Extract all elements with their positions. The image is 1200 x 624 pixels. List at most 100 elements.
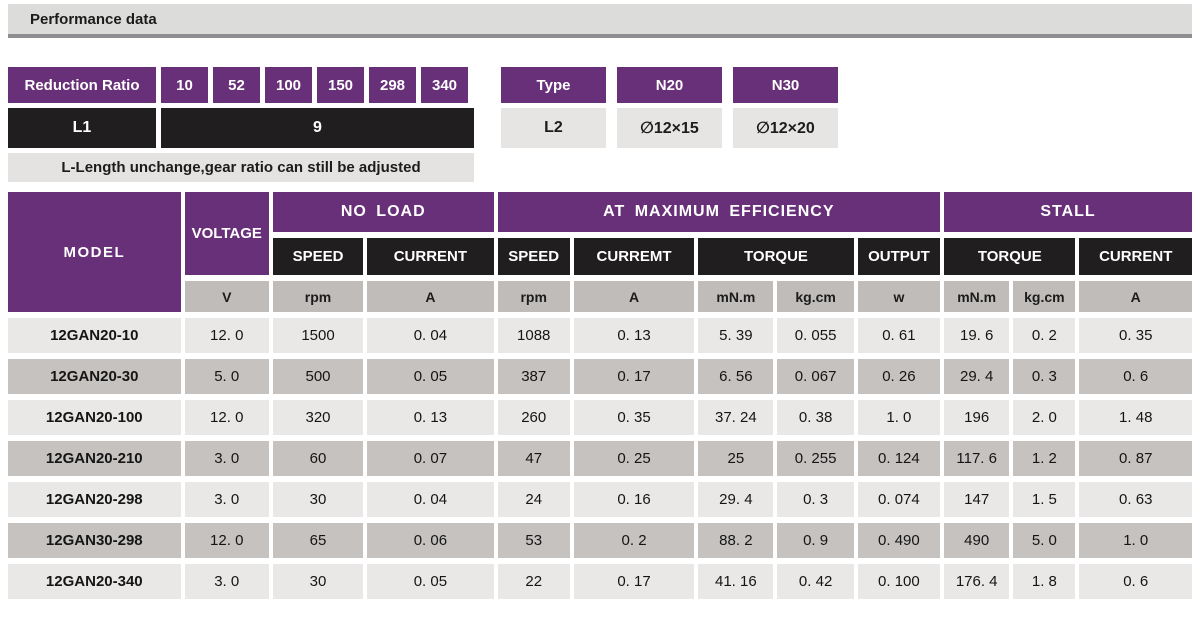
unit: kg.cm bbox=[777, 281, 854, 312]
group-header-row: MODEL VOLTAGE NO LOAD AT MAXIMUM EFFICIE… bbox=[8, 192, 1192, 312]
cell: 490 bbox=[944, 523, 1010, 558]
unit: rpm bbox=[497, 281, 570, 312]
group-stall: STALL bbox=[944, 192, 1192, 232]
cell: 0. 42 bbox=[777, 564, 854, 599]
unit: w bbox=[857, 281, 941, 312]
reduction-ratio-label: Reduction Ratio bbox=[8, 67, 156, 103]
cell: 0. 6 bbox=[1079, 359, 1192, 394]
cell: 12. 0 bbox=[184, 318, 269, 353]
table-row: 12GAN30-298 12. 0 65 0. 06 53 0. 2 88. 2… bbox=[8, 523, 1192, 558]
cell: 500 bbox=[272, 359, 364, 394]
length-note: L-Length unchange,gear ratio can still b… bbox=[8, 153, 474, 182]
subheader-current: CURRENT bbox=[1079, 238, 1192, 275]
unit: mN.m bbox=[698, 281, 774, 312]
unit: kg.cm bbox=[1013, 281, 1076, 312]
cell: 387 bbox=[497, 359, 570, 394]
model-cell: 12GAN30-298 bbox=[8, 523, 181, 558]
cell: 0. 3 bbox=[777, 482, 854, 517]
cell: 5. 39 bbox=[698, 318, 774, 353]
unit: V bbox=[184, 281, 269, 312]
model-cell: 12GAN20-100 bbox=[8, 400, 181, 435]
cell: 0. 63 bbox=[1079, 482, 1192, 517]
cell: 176. 4 bbox=[944, 564, 1010, 599]
cell: 0. 2 bbox=[1013, 318, 1076, 353]
cell: 0. 100 bbox=[857, 564, 941, 599]
model-cell: 12GAN20-30 bbox=[8, 359, 181, 394]
cell: 0. 9 bbox=[777, 523, 854, 558]
subheader-speed: SPEED bbox=[497, 238, 570, 275]
reduction-ratio-header-row: Reduction Ratio 10 52 100 150 298 340 bbox=[8, 67, 474, 103]
cell: 0. 255 bbox=[777, 441, 854, 476]
cell: 65 bbox=[272, 523, 364, 558]
cell: 0. 13 bbox=[573, 318, 695, 353]
top-tables: Reduction Ratio 10 52 100 150 298 340 L1… bbox=[8, 67, 1192, 182]
type-label: Type bbox=[501, 67, 606, 103]
page-title-bar: Performance data bbox=[8, 4, 1192, 38]
ratio-value: 298 bbox=[369, 67, 416, 103]
cell: 1. 48 bbox=[1079, 400, 1192, 435]
cell: 0. 17 bbox=[573, 564, 695, 599]
l2-row: L2 ∅12×15 ∅12×20 bbox=[501, 108, 838, 148]
cell: 1. 8 bbox=[1013, 564, 1076, 599]
performance-table: MODEL VOLTAGE NO LOAD AT MAXIMUM EFFICIE… bbox=[4, 186, 1196, 605]
cell: 30 bbox=[272, 564, 364, 599]
cell: 0. 3 bbox=[1013, 359, 1076, 394]
reduction-ratio-table: Reduction Ratio 10 52 100 150 298 340 L1… bbox=[8, 67, 474, 182]
l1-value: 9 bbox=[161, 108, 474, 148]
page-title: Performance data bbox=[30, 10, 157, 28]
type-table: Type N20 N30 L2 ∅12×15 ∅12×20 bbox=[501, 67, 838, 182]
cell: 1. 5 bbox=[1013, 482, 1076, 517]
cell: 0. 87 bbox=[1079, 441, 1192, 476]
l2-n20-dimension: ∅12×15 bbox=[617, 108, 722, 148]
cell: 0. 07 bbox=[367, 441, 494, 476]
cell: 0. 13 bbox=[367, 400, 494, 435]
cell: 29. 4 bbox=[944, 359, 1010, 394]
cell: 260 bbox=[497, 400, 570, 435]
model-cell: 12GAN20-10 bbox=[8, 318, 181, 353]
type-n20: N20 bbox=[617, 67, 722, 103]
cell: 0. 26 bbox=[857, 359, 941, 394]
cell: 0. 490 bbox=[857, 523, 941, 558]
sub-header-row: SPEED CURRENT SPEED CURREMT TORQUE OUTPU… bbox=[8, 238, 1192, 275]
cell: 0. 35 bbox=[573, 400, 695, 435]
cell: 22 bbox=[497, 564, 570, 599]
cell: 60 bbox=[272, 441, 364, 476]
cell: 196 bbox=[944, 400, 1010, 435]
model-cell: 12GAN20-340 bbox=[8, 564, 181, 599]
type-n30: N30 bbox=[733, 67, 838, 103]
cell: 0. 16 bbox=[573, 482, 695, 517]
subheader-current: CURREMT bbox=[573, 238, 695, 275]
table-row: 12GAN20-30 5. 0 500 0. 05 387 0. 17 6. 5… bbox=[8, 359, 1192, 394]
units-row: V rpm A rpm A mN.m kg.cm w mN.m kg.cm A bbox=[8, 281, 1192, 312]
cell: 0. 35 bbox=[1079, 318, 1192, 353]
subheader-speed: SPEED bbox=[272, 238, 364, 275]
cell: 12. 0 bbox=[184, 523, 269, 558]
cell: 0. 055 bbox=[777, 318, 854, 353]
ratio-value: 100 bbox=[265, 67, 312, 103]
cell: 41. 16 bbox=[698, 564, 774, 599]
cell: 0. 04 bbox=[367, 482, 494, 517]
cell: 0. 61 bbox=[857, 318, 941, 353]
table-row: 12GAN20-340 3. 0 30 0. 05 22 0. 17 41. 1… bbox=[8, 564, 1192, 599]
cell: 0. 2 bbox=[573, 523, 695, 558]
cell: 47 bbox=[497, 441, 570, 476]
ratio-value: 52 bbox=[213, 67, 260, 103]
unit: A bbox=[367, 281, 494, 312]
l1-label: L1 bbox=[8, 108, 156, 148]
cell: 29. 4 bbox=[698, 482, 774, 517]
model-header: MODEL bbox=[8, 192, 181, 312]
cell: 3. 0 bbox=[184, 441, 269, 476]
cell: 6. 56 bbox=[698, 359, 774, 394]
cell: 53 bbox=[497, 523, 570, 558]
cell: 0. 6 bbox=[1079, 564, 1192, 599]
cell: 0. 067 bbox=[777, 359, 854, 394]
cell: 19. 6 bbox=[944, 318, 1010, 353]
l2-label: L2 bbox=[501, 108, 606, 148]
type-header-row: Type N20 N30 bbox=[501, 67, 838, 103]
cell: 1. 2 bbox=[1013, 441, 1076, 476]
unit: A bbox=[1079, 281, 1192, 312]
ratio-value: 10 bbox=[161, 67, 208, 103]
table-row: 12GAN20-298 3. 0 30 0. 04 24 0. 16 29. 4… bbox=[8, 482, 1192, 517]
cell: 3. 0 bbox=[184, 564, 269, 599]
cell: 0. 124 bbox=[857, 441, 941, 476]
